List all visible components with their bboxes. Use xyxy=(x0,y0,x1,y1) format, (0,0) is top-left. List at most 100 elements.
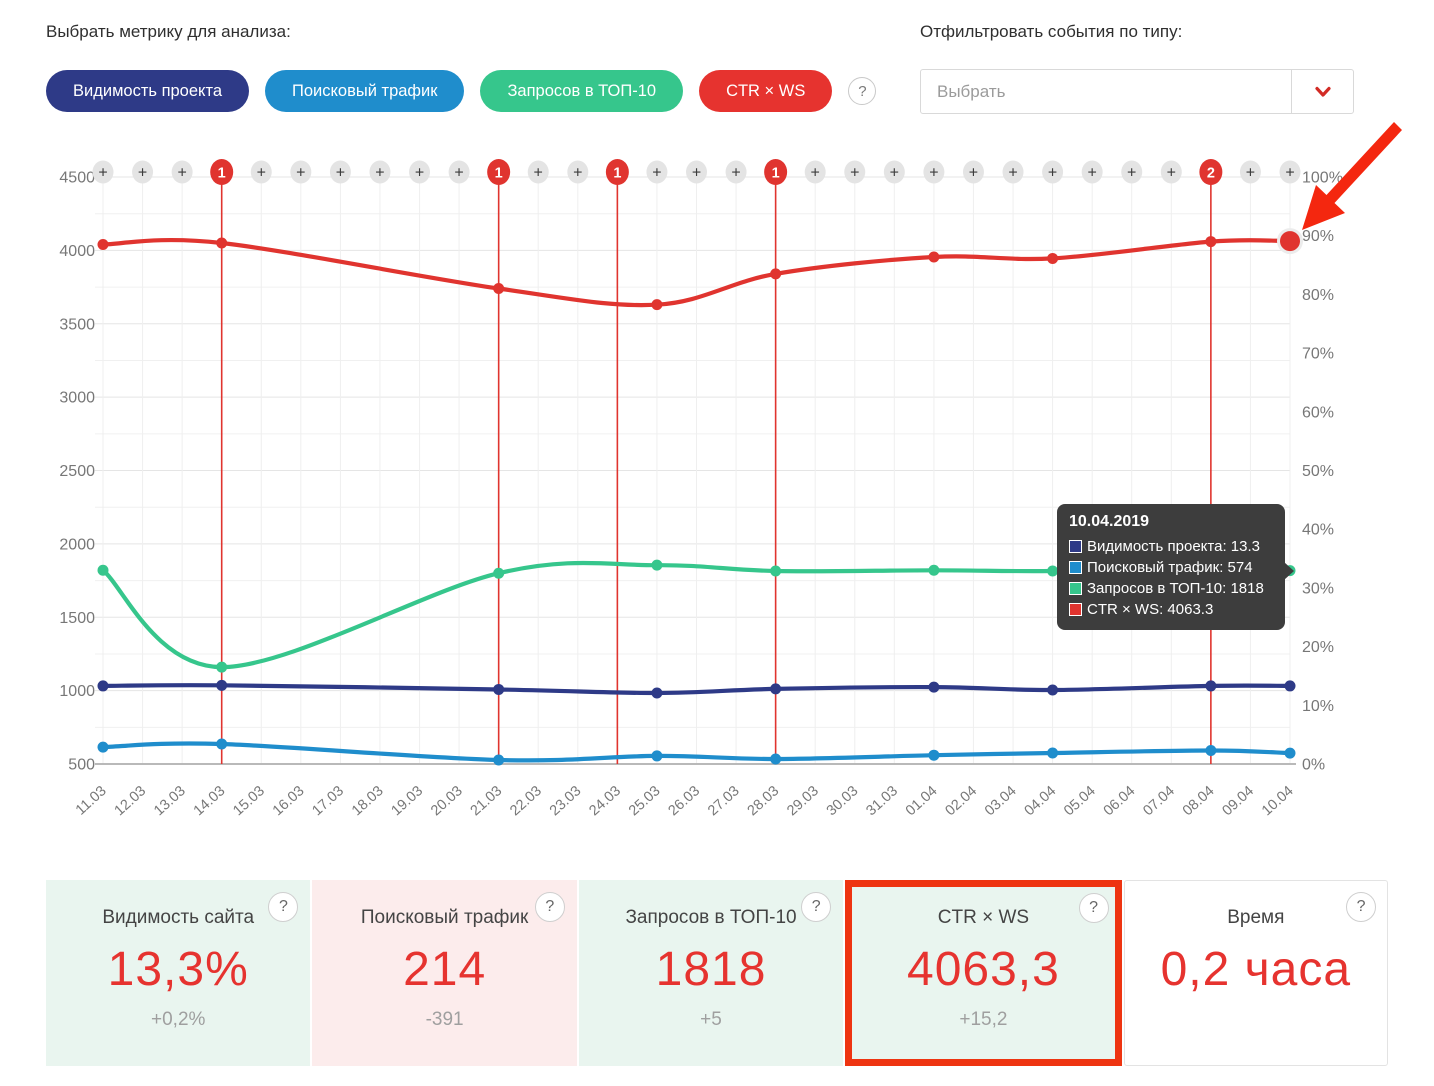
plus-icon: + xyxy=(257,165,266,182)
axis-label: 01.04 xyxy=(903,783,941,819)
add-event-marker[interactable] xyxy=(171,160,193,184)
plus-icon: + xyxy=(534,165,543,182)
data-point[interactable] xyxy=(770,683,782,695)
data-point[interactable] xyxy=(1284,747,1296,759)
card-help-button[interactable]: ? xyxy=(268,892,299,922)
data-point[interactable] xyxy=(651,750,663,762)
metric-button-visibility[interactable]: Видимость проекта xyxy=(46,70,249,112)
data-point[interactable] xyxy=(770,268,782,280)
add-event-marker[interactable] xyxy=(725,160,747,184)
axis-label: 27.03 xyxy=(705,783,743,819)
add-event-marker[interactable] xyxy=(1042,160,1064,184)
axis-label: 02.04 xyxy=(942,783,980,819)
axis-label: 40% xyxy=(1302,522,1334,539)
event-badge[interactable] xyxy=(210,159,234,185)
data-point[interactable] xyxy=(1284,680,1296,692)
add-event-marker[interactable] xyxy=(567,160,589,184)
plus-icon: + xyxy=(890,165,899,182)
add-event-marker[interactable] xyxy=(132,160,154,184)
data-point[interactable] xyxy=(928,251,940,263)
card-help-button[interactable]: ? xyxy=(534,892,565,922)
data-point[interactable] xyxy=(216,661,228,673)
add-event-marker[interactable] xyxy=(329,160,351,184)
add-event-marker[interactable] xyxy=(804,160,826,184)
add-event-marker[interactable] xyxy=(1239,160,1261,184)
data-point[interactable] xyxy=(97,239,109,251)
add-event-marker[interactable] xyxy=(369,160,391,184)
add-event-marker[interactable] xyxy=(844,160,866,184)
data-point[interactable] xyxy=(651,299,663,311)
card-delta xyxy=(1125,1009,1387,1031)
data-point[interactable] xyxy=(1205,236,1217,248)
chevron-down-icon[interactable] xyxy=(1291,70,1353,113)
add-event-marker[interactable] xyxy=(409,160,431,184)
event-type-filter-dropdown[interactable]: Выбрать xyxy=(920,69,1354,114)
data-point[interactable] xyxy=(928,564,940,576)
event-badge[interactable] xyxy=(605,159,629,185)
tooltip-row: CTR × WS: 4063.3 xyxy=(1069,599,1273,620)
data-point[interactable] xyxy=(97,741,109,753)
axis-label: 22.03 xyxy=(507,783,545,819)
event-badge[interactable] xyxy=(764,159,788,185)
metric-button-toolbar: Видимость проекта Поисковый трафик Запро… xyxy=(46,70,877,112)
tooltip-rows: Видимость проекта: 13.3 Поисковый трафик:… xyxy=(1069,536,1273,620)
plus-icon: + xyxy=(811,165,820,182)
axis-label: 06.04 xyxy=(1101,783,1139,819)
plus-icon: + xyxy=(969,165,978,182)
data-point-highlight[interactable] xyxy=(1277,228,1303,255)
add-event-marker[interactable] xyxy=(448,160,470,184)
add-event-marker[interactable] xyxy=(1081,160,1103,184)
data-point[interactable] xyxy=(1047,747,1059,759)
axis-label: 50% xyxy=(1302,463,1334,480)
card-help-button[interactable]: ? xyxy=(1078,893,1109,923)
card-time: ? Время 0,2 часа xyxy=(1123,880,1389,1066)
data-point[interactable] xyxy=(1047,565,1059,577)
add-event-marker[interactable] xyxy=(646,160,668,184)
event-badge[interactable] xyxy=(1199,159,1223,185)
card-help-button[interactable]: ? xyxy=(1346,892,1377,922)
add-event-marker[interactable] xyxy=(1002,160,1024,184)
data-point[interactable] xyxy=(493,754,505,766)
add-event-marker[interactable] xyxy=(250,160,272,184)
add-event-marker[interactable] xyxy=(1121,160,1143,184)
metric-button-traffic[interactable]: Поисковый трафик xyxy=(265,70,465,112)
add-event-marker[interactable] xyxy=(962,160,984,184)
data-point[interactable] xyxy=(1047,252,1059,264)
add-event-marker[interactable] xyxy=(1279,160,1301,184)
data-point[interactable] xyxy=(651,687,663,699)
add-event-marker[interactable] xyxy=(686,160,707,184)
tooltip-row: Видимость проекта: 13.3 xyxy=(1069,536,1273,557)
data-point[interactable] xyxy=(97,680,109,692)
axis-label: 29.03 xyxy=(784,783,822,819)
data-point[interactable] xyxy=(928,749,940,761)
add-event-marker[interactable] xyxy=(290,160,312,184)
data-point[interactable] xyxy=(1047,684,1059,696)
card-help-button[interactable]: ? xyxy=(801,892,832,922)
add-event-marker[interactable] xyxy=(1160,160,1182,184)
data-point[interactable] xyxy=(770,565,782,577)
plus-icon: + xyxy=(336,165,345,182)
data-point[interactable] xyxy=(216,679,228,691)
data-point[interactable] xyxy=(97,564,109,576)
data-point[interactable] xyxy=(928,681,940,693)
data-point[interactable] xyxy=(770,753,782,765)
metrics-help-button[interactable]: ? xyxy=(848,77,877,105)
add-event-marker[interactable] xyxy=(883,160,905,184)
data-point[interactable] xyxy=(493,683,505,695)
data-point[interactable] xyxy=(216,237,228,249)
data-point[interactable] xyxy=(651,559,663,571)
tooltip-row: Поисковый трафик: 574 xyxy=(1069,557,1273,578)
data-point[interactable] xyxy=(1205,680,1217,692)
add-event-marker[interactable] xyxy=(923,160,945,184)
data-point[interactable] xyxy=(493,283,505,295)
add-event-marker[interactable] xyxy=(92,160,114,184)
axis-label: 3500 xyxy=(59,316,95,333)
add-event-marker[interactable] xyxy=(527,160,549,184)
axis-label: 07.04 xyxy=(1140,783,1178,819)
metric-button-ctr-ws[interactable]: CTR × WS xyxy=(699,70,833,112)
data-point[interactable] xyxy=(1205,744,1217,756)
data-point[interactable] xyxy=(216,738,228,750)
event-badge[interactable] xyxy=(487,159,511,185)
metric-button-top10[interactable]: Запросов в ТОП-10 xyxy=(480,70,684,112)
data-point[interactable] xyxy=(493,567,505,579)
